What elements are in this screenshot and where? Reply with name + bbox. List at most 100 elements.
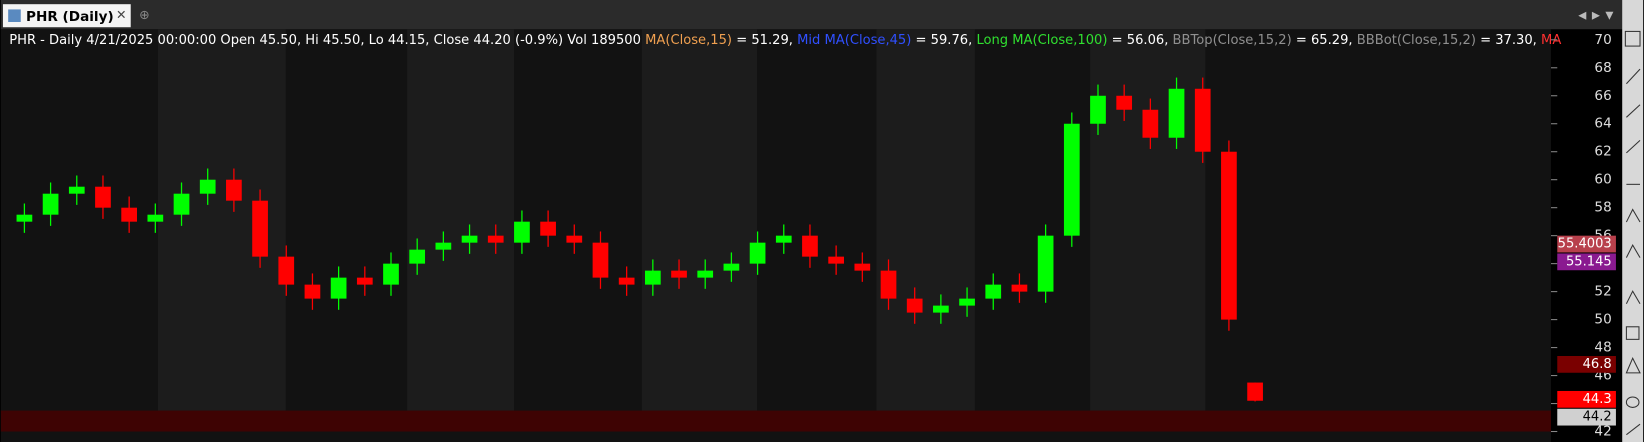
candle-body bbox=[1116, 95, 1133, 110]
info-segment: = 51.29, bbox=[736, 32, 793, 47]
info-segment: BBTop(Close,15,2) bbox=[1173, 32, 1292, 47]
price-tag-label: 55.4003 bbox=[1558, 237, 1612, 252]
info-segment: = 59.76, bbox=[916, 32, 973, 47]
y-tick-label: 60 bbox=[1594, 172, 1611, 188]
candle-body bbox=[1221, 151, 1237, 320]
shade-band bbox=[407, 29, 515, 411]
tab[interactable] bbox=[2, 4, 131, 28]
price-tag bbox=[1557, 253, 1616, 271]
y-axis: 424446485052545658606264666870 bbox=[1550, 32, 1612, 440]
tab-icon bbox=[8, 9, 21, 22]
tool-icon[interactable] bbox=[1625, 290, 1641, 305]
candle-body bbox=[1142, 109, 1159, 138]
candle-body bbox=[697, 270, 714, 278]
y-tick-label: 68 bbox=[1594, 60, 1611, 76]
candle-body bbox=[409, 249, 426, 264]
candle-body bbox=[330, 277, 347, 299]
candle-body bbox=[1037, 235, 1054, 292]
candle-body bbox=[749, 242, 766, 264]
candle-body bbox=[540, 221, 556, 236]
bottom-band bbox=[0, 410, 1551, 432]
candle-body bbox=[1168, 88, 1185, 138]
tool-icon[interactable] bbox=[1625, 356, 1641, 374]
shade-band bbox=[641, 29, 758, 411]
price-tags: 55.4003 55.145 46.8 44.3 44.2 bbox=[1557, 235, 1616, 426]
candle-body bbox=[383, 263, 399, 285]
info-segment: Mid MA(Close,45) bbox=[797, 32, 911, 47]
candle-body bbox=[1090, 95, 1106, 124]
candle-body bbox=[959, 298, 975, 306]
info-segment: = 37.30, bbox=[1480, 32, 1537, 47]
y-tick-label: 48 bbox=[1594, 340, 1611, 356]
candle-body bbox=[985, 284, 1002, 299]
candle-body bbox=[671, 270, 687, 278]
scroll-right[interactable]: ▶ bbox=[1592, 10, 1601, 22]
tool-icon[interactable] bbox=[1625, 208, 1641, 223]
price-tag bbox=[1557, 235, 1616, 253]
tool-icon[interactable] bbox=[1625, 396, 1640, 408]
candle-body bbox=[514, 221, 530, 243]
y-tick-label: 64 bbox=[1594, 116, 1611, 132]
y-tick-label: 70 bbox=[1594, 32, 1611, 48]
tab-menu[interactable]: ▼ bbox=[1605, 10, 1614, 22]
price-tag-label: 44.2 bbox=[1583, 410, 1612, 425]
tab-close[interactable]: ✕ bbox=[116, 7, 127, 22]
tool-icon[interactable] bbox=[1626, 139, 1641, 154]
candle-body bbox=[618, 277, 635, 285]
candle-body bbox=[42, 193, 59, 215]
price-tag-label: 55.145 bbox=[1566, 254, 1612, 269]
price-tag-label: 44.3 bbox=[1583, 392, 1612, 407]
candle-body bbox=[906, 298, 923, 313]
candle-body bbox=[723, 263, 740, 271]
tool-icon[interactable] bbox=[1625, 243, 1641, 258]
candle-body bbox=[68, 186, 85, 194]
info-line: PHR - Daily 4/21/2025 00:00:00 Open 45.5… bbox=[9, 32, 1561, 47]
toolbar-icons bbox=[1624, 30, 1641, 436]
period-shading bbox=[157, 29, 1206, 411]
price-tag bbox=[1557, 390, 1616, 408]
candle-body bbox=[592, 242, 609, 278]
price-tag bbox=[1557, 408, 1616, 426]
candle-body bbox=[252, 200, 268, 257]
candle-body bbox=[775, 235, 792, 243]
shade-band bbox=[1090, 29, 1206, 411]
candles bbox=[16, 77, 1263, 402]
tool-icon[interactable] bbox=[1626, 68, 1641, 85]
tab-title: PHR (Daily) bbox=[26, 9, 114, 25]
toolbar bbox=[1622, 0, 1644, 442]
candle-body bbox=[173, 193, 190, 215]
candle-body bbox=[1194, 88, 1211, 152]
candle-body bbox=[802, 235, 818, 257]
info-segment: PHR - Daily 4/21/2025 00:00:00 Open 45.5… bbox=[9, 32, 641, 47]
tool-icon[interactable] bbox=[1626, 104, 1641, 118]
y-tick-label: 50 bbox=[1594, 312, 1611, 328]
candle-body bbox=[1063, 123, 1080, 236]
tool-icon[interactable] bbox=[1624, 30, 1641, 47]
candle-body bbox=[278, 256, 295, 285]
scroll-left[interactable]: ◀ bbox=[1578, 10, 1587, 22]
candle-body bbox=[828, 256, 844, 264]
y-tick-label: 42 bbox=[1594, 424, 1611, 440]
info-segment: MA(Close,15) bbox=[645, 32, 732, 47]
price-axis bbox=[1550, 29, 1623, 442]
y-tick-label: 52 bbox=[1594, 284, 1611, 300]
new-tab[interactable]: ⊕ bbox=[139, 7, 150, 22]
tool-icon[interactable] bbox=[1625, 326, 1640, 340]
y-tick-label: 66 bbox=[1594, 88, 1611, 104]
candle-body bbox=[95, 186, 111, 208]
price-tag-label: 46.8 bbox=[1583, 357, 1612, 372]
tool-icon[interactable] bbox=[1626, 423, 1641, 436]
info-segment: = 56.06, bbox=[1112, 32, 1169, 47]
candle-body bbox=[566, 235, 583, 243]
y-tick-label: 58 bbox=[1594, 200, 1611, 216]
candle-body bbox=[356, 277, 373, 285]
candle-body bbox=[880, 270, 897, 299]
candle-body bbox=[147, 214, 164, 222]
info-segment: BBBot(Close,15,2) bbox=[1357, 32, 1476, 47]
candle-body bbox=[16, 214, 33, 222]
info-segment: = 65.29, bbox=[1296, 32, 1353, 47]
candle-body bbox=[226, 179, 242, 201]
info-segment: Long MA(Close,100) bbox=[976, 32, 1107, 47]
